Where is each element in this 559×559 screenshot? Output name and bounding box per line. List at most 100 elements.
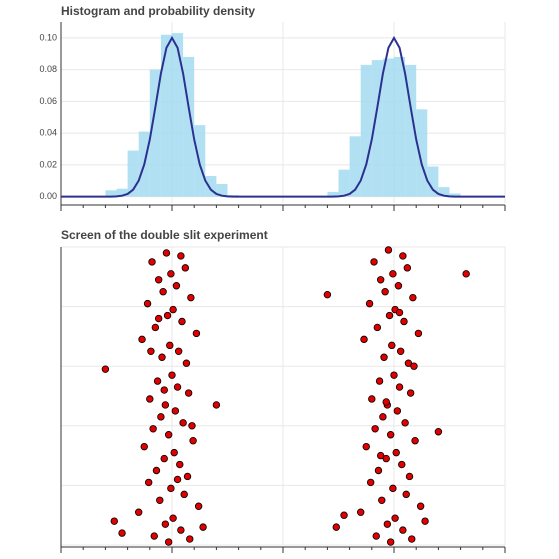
y-tick-label: 0.02: [39, 159, 57, 169]
scatter-point: [411, 437, 419, 445]
scatter-point: [180, 490, 188, 499]
scatter-point: [398, 460, 406, 469]
scatter-point: [396, 347, 405, 355]
scatter-point: [199, 523, 207, 531]
scatter-point: [323, 290, 332, 299]
scatter-point: [161, 520, 170, 528]
scatter-point: [360, 335, 368, 344]
scatter-point: [389, 484, 397, 493]
scatter-point: [212, 401, 221, 409]
scatter-point: [101, 365, 110, 373]
scatter-point: [375, 377, 384, 385]
scatter-point: [382, 454, 390, 463]
scatter-point: [408, 535, 416, 543]
scatter-point: [186, 535, 194, 543]
scatter-point: [159, 288, 167, 296]
scatter-point: [187, 293, 195, 302]
scatter-point: [178, 317, 186, 326]
scatter-point: [389, 270, 397, 278]
scatter-point: [391, 514, 399, 522]
scatter-point: [181, 264, 190, 272]
scatter-point: [179, 419, 187, 427]
histogram-bar: [205, 176, 217, 197]
scatter-point: [149, 425, 157, 433]
scatter-point: [403, 264, 412, 272]
y-tick-label: 0.10: [39, 32, 57, 42]
scatter-point: [158, 353, 166, 361]
histogram-bar: [427, 166, 439, 197]
scatter-point: [382, 398, 390, 406]
scatter-point: [192, 329, 201, 338]
scatter-point: [173, 475, 182, 484]
y-tick-label: 0.08: [39, 64, 57, 74]
scatter-point: [140, 442, 148, 451]
histogram-bar: [394, 56, 406, 197]
histogram-bar: [105, 190, 117, 197]
scatter-point: [177, 526, 185, 534]
scatter-point: [372, 532, 380, 540]
y-tick-label: 0.06: [39, 96, 57, 106]
scatter-point: [414, 329, 423, 338]
scatter-point: [402, 490, 410, 499]
scatter-point: [379, 413, 387, 421]
histogram-bar: [405, 64, 417, 197]
scatter-point: [405, 472, 414, 481]
chart-title: Histogram and probability density: [61, 4, 255, 18]
scatter-point: [143, 299, 152, 308]
scatter-point: [386, 431, 395, 439]
scatter-point: [384, 246, 393, 254]
scatter-point: [152, 466, 161, 475]
scatter-point: [410, 362, 418, 370]
scatter-point: [154, 314, 163, 323]
scatter-point: [370, 258, 378, 266]
histogram-bar: [360, 64, 372, 197]
scatter-point: [153, 377, 162, 385]
histogram-bar: [371, 60, 383, 197]
scatter-point: [383, 520, 392, 528]
y-tick-label: 0.04: [39, 128, 57, 138]
scatter-point: [147, 347, 155, 355]
plot: 0.00 0.02 0.04 0.06 0.08 0.10: [39, 22, 506, 211]
scatter-point: [357, 508, 365, 516]
scatter-point: [340, 511, 348, 519]
scatter-point: [390, 371, 398, 379]
y-tick-label: 0.00: [39, 191, 57, 201]
scatter-point: [177, 252, 185, 260]
scatter-point: [162, 249, 171, 257]
scatter-point: [462, 270, 470, 278]
scatter-point: [393, 407, 402, 415]
scatter-point: [376, 451, 385, 460]
scatter-point: [182, 359, 191, 367]
scatter-point: [194, 502, 203, 510]
scatter-point: [161, 401, 170, 409]
histogram-bar: [116, 188, 128, 197]
scatter-point: [404, 359, 413, 367]
plot: [60, 246, 506, 553]
scatter-point: [401, 419, 409, 427]
scatter-point: [399, 526, 407, 534]
scatter-point: [409, 293, 417, 302]
scatter-point: [392, 448, 400, 457]
scatter-point: [385, 311, 394, 320]
scatter-point: [146, 395, 154, 403]
scatter-point: [110, 517, 118, 525]
scatter-point: [374, 466, 383, 475]
histogram-bar: [449, 193, 461, 197]
scatter-point: [151, 323, 160, 332]
scatter-point: [172, 282, 181, 290]
scatter-point: [173, 383, 182, 391]
scatter-point: [189, 437, 197, 445]
scatter-point: [366, 478, 375, 487]
scatter-point: [164, 538, 173, 546]
scatter-point: [188, 422, 196, 430]
scatter-point: [168, 371, 176, 379]
scatter-point: [154, 276, 163, 284]
histogram-bar: [338, 169, 350, 197]
scatter-point: [388, 341, 396, 350]
histogram-bar: [149, 69, 161, 197]
scatter-point: [406, 389, 415, 397]
scatter-point: [167, 270, 175, 278]
scatter-point: [134, 508, 143, 516]
scatter-point: [163, 311, 172, 320]
